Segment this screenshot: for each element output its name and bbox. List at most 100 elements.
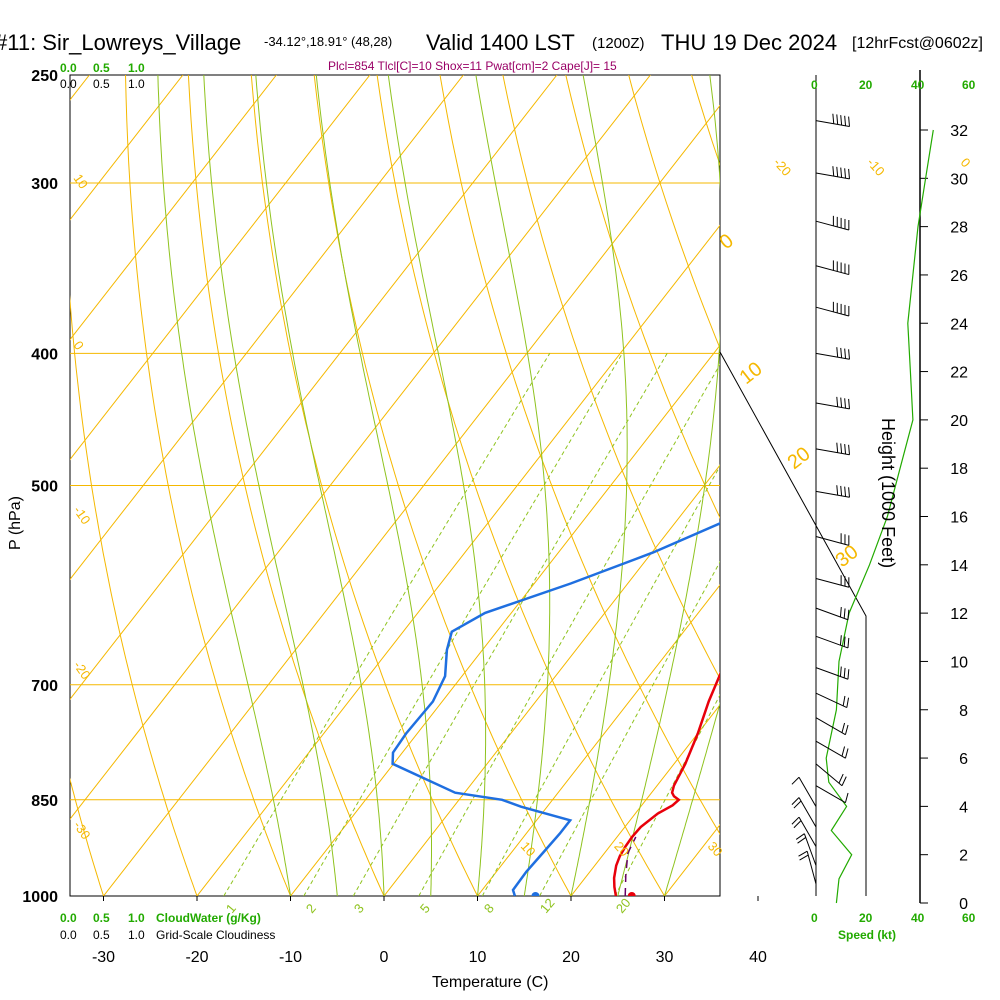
- wind-barb-feather: [844, 792, 849, 803]
- bottom-cloud-scale: 0.0 0.5 1.0 CloudWater (g/Kg) 0.0 0.5 1.…: [60, 911, 275, 942]
- cloudwater-label: CloudWater (g/Kg): [156, 911, 261, 925]
- moist-adiabat: [475, 75, 551, 896]
- isotherm-line: [70, 75, 558, 701]
- pressure-tick-label: 1000: [22, 889, 58, 906]
- dry-adiabat: [996, 51, 1000, 925]
- temperature-tick-label: -30: [92, 949, 115, 966]
- height-tick-label: 32: [950, 123, 968, 140]
- wind-barb-feather: [844, 398, 847, 409]
- wind-barb-shaft: [815, 667, 849, 680]
- header-station: #11: Sir_Lowreys_Village: [0, 30, 241, 55]
- dry-adiabat-label: -10: [71, 503, 94, 527]
- wind-barb-feather: [840, 443, 843, 454]
- bottom-cloudwater-tick: 0.0: [60, 911, 77, 925]
- wind-barb-shaft: [815, 577, 849, 588]
- isotherm-line: [70, 75, 651, 820]
- wind-barb-feather: [848, 398, 850, 409]
- wind-barb: [815, 301, 850, 317]
- wind-barb-shaft: [815, 490, 850, 498]
- wind-barb-shaft: [798, 797, 817, 828]
- wind-barb-shaft: [815, 448, 850, 456]
- mixing-ratio-label: 5: [417, 901, 433, 916]
- bottom-speed-tick: 60: [962, 911, 976, 925]
- wind-barb-feather: [791, 776, 800, 785]
- height-tick-label: 24: [950, 316, 968, 333]
- mixing-ratio-label: 12: [537, 895, 558, 916]
- wind-barb: [815, 166, 850, 180]
- wind-barb-feather: [840, 115, 843, 126]
- dry-adiabat: [70, 777, 105, 896]
- wind-barb-feather: [798, 850, 808, 857]
- wind-barb-feather: [844, 748, 849, 759]
- wind-barb-shaft: [806, 851, 817, 885]
- height-tick-label: 22: [950, 365, 968, 382]
- wind-barb-feather: [838, 773, 844, 784]
- wind-barb-feather: [799, 854, 809, 861]
- top-speed-tick: 20: [859, 78, 873, 92]
- wind-barb-feather: [841, 746, 846, 757]
- wind-barb-shaft: [815, 220, 849, 231]
- wind-barb-feather: [836, 485, 839, 496]
- isotherm-line: [70, 75, 277, 341]
- wind-barb: [815, 635, 850, 649]
- top-speed-tick: 60: [962, 78, 976, 92]
- height-tick-label: 12: [950, 606, 968, 623]
- wind-barb: [791, 776, 817, 807]
- wind-barb-feather: [791, 816, 800, 825]
- wind-barb: [815, 785, 849, 804]
- mixing-ratio-line: [418, 363, 720, 896]
- moist-adiabat-label: 20: [784, 443, 815, 474]
- moist-adiabat: [387, 75, 487, 896]
- height-tick-label: 18: [950, 461, 968, 478]
- temperature-tick-label: 30: [656, 949, 674, 966]
- wind-barb-feather: [839, 606, 842, 618]
- isotherm-line: [70, 75, 464, 581]
- wind-speed-profile: [825, 129, 934, 904]
- moist-adiabat-label: 0: [716, 230, 738, 254]
- moist-adiabat: [315, 75, 432, 896]
- wind-barb-feather: [836, 442, 839, 453]
- mixing-ratio-label: 8: [481, 901, 497, 916]
- wind-barb-shaft: [815, 607, 849, 621]
- cloudiness-label: Grid-Scale Cloudiness: [156, 928, 275, 942]
- isotherm-line: [290, 344, 720, 896]
- wind-barb-feather: [844, 348, 847, 359]
- wind-barb: [791, 797, 817, 828]
- moist-adiabat: [617, 75, 720, 896]
- top-cloudiness-tick: 1.0: [128, 77, 145, 91]
- isotherm-line: [70, 75, 184, 221]
- wind-barb-shaft: [803, 833, 817, 866]
- temperature-tick-label: -10: [279, 949, 302, 966]
- wind-barb-feather: [840, 485, 843, 496]
- wind-barb: [795, 833, 817, 866]
- top-cloud-scale: 0.0 0.5 1.0 0.0 0.5 1.0: [60, 61, 145, 91]
- header-date: THU 19 Dec 2024: [661, 30, 837, 55]
- isotherm-line: [383, 464, 720, 896]
- dry-adiabat: [313, 75, 572, 896]
- isotherm-label: -10: [864, 155, 888, 179]
- wind-barb-shaft: [815, 306, 849, 317]
- wind-barb-feather: [848, 116, 850, 127]
- dry-adiabat: [502, 75, 720, 680]
- wind-barb: [815, 575, 850, 588]
- wind-barb-feather: [836, 114, 839, 125]
- speed-label: Speed (kt): [838, 928, 896, 942]
- bottom-cloudwater-tick: 0.5: [93, 911, 110, 925]
- dry-adiabat: [439, 75, 720, 835]
- bottom-cloudwater-tick: 1.0: [128, 911, 145, 925]
- wind-barb-feather: [840, 167, 843, 178]
- dry-adiabat-label: -30: [71, 818, 94, 842]
- bottom-cloudiness-tick: 1.0: [128, 928, 145, 942]
- header-z: (1200Z): [592, 35, 645, 52]
- wind-barb-feather: [832, 113, 835, 124]
- dry-adiabat: [250, 75, 479, 896]
- moist-adiabat-label: 10: [736, 358, 767, 389]
- isotherm-line: [70, 75, 371, 461]
- header-coords: -34.12°,18.91° (48,28): [264, 34, 392, 49]
- height-tick-label: 28: [950, 220, 968, 237]
- wind-barb-shaft: [815, 785, 846, 804]
- wind-barb: [798, 850, 817, 885]
- wind-panel-outline: [719, 351, 867, 896]
- wind-barb-shaft: [798, 776, 817, 807]
